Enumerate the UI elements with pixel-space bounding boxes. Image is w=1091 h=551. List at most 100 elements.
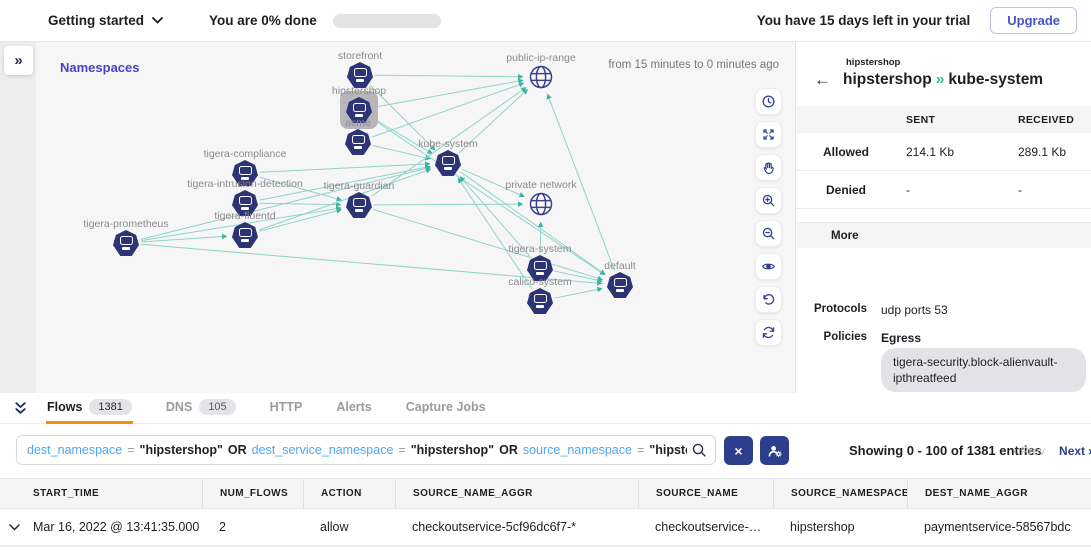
search-icon[interactable] <box>687 442 715 458</box>
graph-edge <box>546 93 616 272</box>
fit-view-icon <box>763 129 774 140</box>
tab-capture-jobs[interactable]: Capture Jobs <box>405 393 487 424</box>
allowed-row: Allowed 214.1 Kb 289.1 Kb <box>796 133 1091 171</box>
node-label-tigera-fluentd: tigera-fluentd <box>214 210 276 222</box>
query-token: "hipstershop <box>649 443 687 457</box>
graph-edge <box>459 176 531 258</box>
cell-num_flows: 2 <box>219 520 226 534</box>
edge-target-label: kube-system <box>948 71 1044 88</box>
row-expand-icon[interactable] <box>9 524 20 531</box>
column-header-action[interactable]: ACTION <box>303 479 395 508</box>
node-label-kube-system: kube-system <box>418 138 478 150</box>
tab-flows[interactable]: Flows 1381 <box>46 393 133 424</box>
progress-label: You are 0% done <box>209 13 317 28</box>
graph-edge <box>259 201 342 208</box>
graph-edge <box>554 270 603 283</box>
node-label-tigera-guardian: tigera-guardian <box>323 180 395 192</box>
column-header-source_name[interactable]: SOURCE_NAME <box>638 479 773 508</box>
pan-button[interactable] <box>755 154 782 181</box>
monitor-icon <box>119 236 133 246</box>
column-header-source_name_aggr[interactable]: SOURCE_NAME_AGGR <box>395 479 638 508</box>
getting-started-label: Getting started <box>48 13 145 28</box>
monitor-icon <box>352 103 366 113</box>
visibility-button[interactable] <box>755 253 782 280</box>
time-range-label: from 15 minutes to 0 minutes ago <box>608 59 779 71</box>
user-settings-button[interactable] <box>760 436 789 465</box>
tab-dns[interactable]: DNS 105 <box>165 393 237 424</box>
graph-toolbar <box>755 88 782 346</box>
refresh-icon <box>762 326 775 339</box>
prev-page-button[interactable]: ‹ Prev <box>1013 444 1046 458</box>
cell-start_time: Mar 16, 2022 @ 13:41:35.000 <box>33 520 200 534</box>
bottom-panel: Flows 1381 DNS 105 HTTP Alerts Capture Jobs de… <box>0 393 1091 551</box>
query-token: "hipstershop" <box>139 443 223 457</box>
protocols-row: Protocols udp ports 53 <box>796 303 1091 317</box>
graph-edge <box>370 87 527 197</box>
denied-label: Denied <box>825 182 866 197</box>
graph-edge <box>372 144 431 161</box>
graph-edge <box>459 171 606 275</box>
fit-view-button[interactable] <box>755 121 782 148</box>
main-content: » storefront public-ip-range hipstershop ac… <box>0 42 1091 393</box>
monitor-icon <box>353 68 367 78</box>
table-row[interactable]: Mar 16, 2022 @ 13:41:35.000 2 allow checkou… <box>0 509 1091 547</box>
denied-sent-value: - <box>906 182 910 197</box>
progress-bar <box>332 13 441 28</box>
back-button[interactable]: ← <box>814 70 831 89</box>
graph-edge <box>374 73 524 80</box>
left-rail: » <box>0 42 36 393</box>
column-header-start_time[interactable]: START_TIME <box>33 488 100 499</box>
column-header-source_namespace[interactable]: SOURCE_NAMESPACE <box>773 479 907 508</box>
tab-label: Capture Jobs <box>405 399 486 414</box>
undo-icon <box>763 294 775 305</box>
query-token: OR <box>499 443 518 457</box>
zoom-in-button[interactable] <box>755 187 782 214</box>
column-header-num_flows[interactable]: NUM_FLOWS <box>202 479 303 508</box>
refresh-button[interactable] <box>755 319 782 346</box>
graph-edge <box>371 82 525 138</box>
next-page-button[interactable]: Next › <box>1059 444 1091 458</box>
collapse-panel-button[interactable] <box>12 401 29 416</box>
graph-panel[interactable]: storefront public-ip-range hipstershop acme… <box>36 42 795 393</box>
node-label-private-network: private network <box>505 179 577 191</box>
tab-count-badge: 105 <box>199 398 236 415</box>
policy-tag[interactable]: tigera-security.block-alienvault-ipthrea… <box>881 348 1086 392</box>
graph-node-public-ip-range[interactable] <box>527 63 555 91</box>
tab-http[interactable]: HTTP <box>269 393 304 424</box>
node-label-calico-system: calico-system <box>508 276 572 288</box>
double-chevron-right-icon: » <box>935 71 945 88</box>
zoom-out-button[interactable] <box>755 220 782 247</box>
graph-edges <box>140 73 616 299</box>
graph-edge <box>370 85 436 151</box>
node-label-tigera-system: tigera-system <box>508 243 572 255</box>
graph-edge <box>373 201 524 207</box>
upgrade-button[interactable]: Upgrade <box>990 7 1077 34</box>
graph-edge <box>457 177 533 289</box>
details-title: hipstershop» kube-system <box>843 71 1043 89</box>
double-chevron-down-icon <box>15 401 26 414</box>
tab-count-badge: 1381 <box>89 398 132 415</box>
getting-started-menu[interactable]: Getting started <box>48 13 163 28</box>
history-button[interactable] <box>755 88 782 115</box>
query-token: source_namespace <box>522 443 632 457</box>
column-header-dest_name_aggr[interactable]: DEST_NAME_AGGR <box>907 479 1091 508</box>
undo-button[interactable] <box>755 286 782 313</box>
query-token: dest_service_namespace <box>251 443 394 457</box>
clear-query-button[interactable]: × <box>724 436 753 465</box>
monitor-icon <box>351 135 365 145</box>
graph-edge <box>140 165 431 240</box>
graph-node-private-network[interactable] <box>527 190 555 218</box>
tab-alerts[interactable]: Alerts <box>335 393 372 424</box>
tabs-bar: Flows 1381 DNS 105 HTTP Alerts Capture Jobs <box>0 393 1091 424</box>
graph-edge <box>371 117 606 276</box>
monitor-icon <box>352 198 366 208</box>
tab-label: HTTP <box>269 399 303 414</box>
query-input[interactable]: dest_namespace = "hipstershop" OR dest_servi… <box>16 435 716 465</box>
policy-tags: tigera-security.block-alienvault-ipthrea… <box>881 348 1086 393</box>
eye-icon <box>761 263 776 270</box>
expand-sidebar-button[interactable]: » <box>4 46 33 75</box>
query-token: = <box>398 443 406 457</box>
person-gear-icon <box>768 445 782 457</box>
graph-title: Namespaces <box>60 60 140 75</box>
